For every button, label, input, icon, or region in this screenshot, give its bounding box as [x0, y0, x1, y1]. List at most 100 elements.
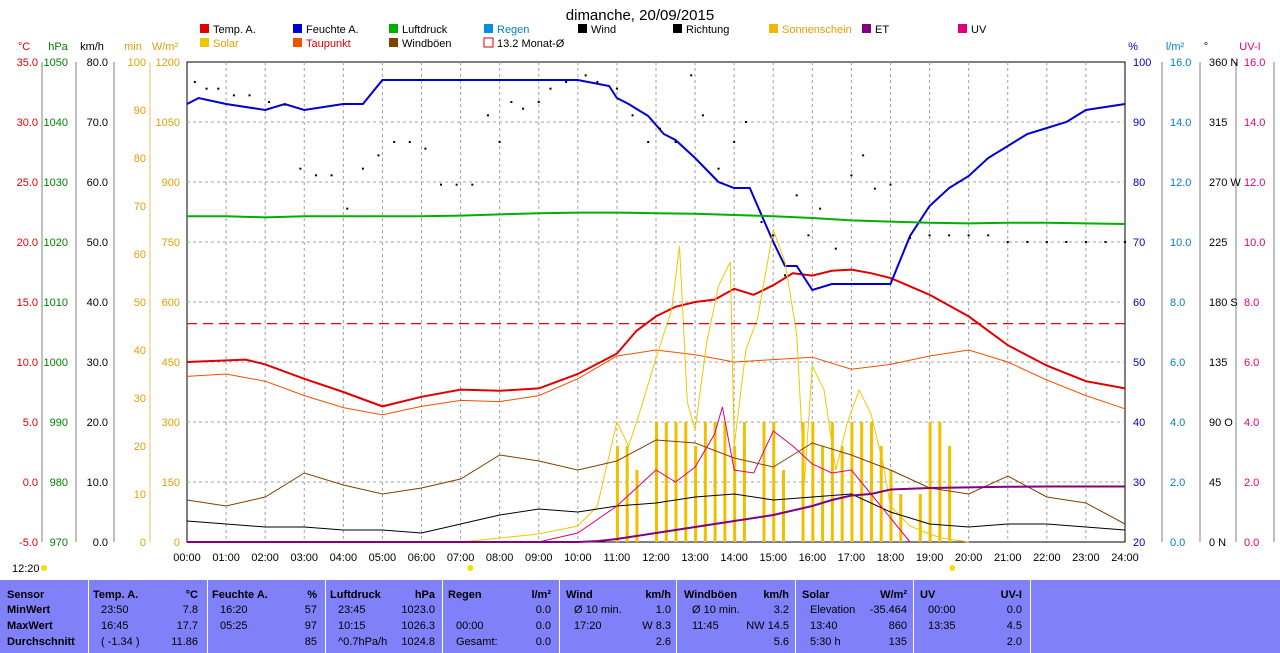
right-axis-tick: 70: [1133, 237, 1145, 249]
stat-row-label: Durchschnitt: [7, 636, 75, 648]
stat-separator: [795, 580, 796, 653]
legend-swatch: [200, 24, 209, 33]
legend-label: Sonnenschein: [782, 24, 852, 36]
left-axis-tick: 60.0: [87, 177, 108, 189]
right-axis-tick: 60: [1133, 297, 1145, 309]
x-tick-label: 23:00: [1072, 552, 1100, 564]
sunshine-bar: [938, 422, 942, 542]
series-line-luftdruck: [187, 211, 1126, 225]
left-axis-tick: 1040: [44, 117, 68, 129]
current-time-marker: [41, 565, 47, 571]
stat-header-unit: %: [307, 589, 317, 601]
left-axis-tick: 30: [134, 393, 146, 405]
sunshine-bar: [694, 446, 698, 542]
series-line-solar: [460, 228, 969, 543]
legend-swatch: [673, 24, 682, 33]
left-axis-tick: 0: [174, 537, 180, 549]
direction-dot: [1084, 241, 1087, 243]
sunshine-bar: [742, 422, 746, 542]
direction-dot: [967, 234, 970, 237]
x-tick-label: 08:00: [486, 552, 514, 564]
series-line-et: [187, 485, 1125, 543]
x-tick-label: 13:00: [681, 552, 709, 564]
left-axis-tick: 60: [134, 249, 146, 261]
left-axis-tick: 0.0: [93, 537, 108, 549]
left-axis-tick: 80: [134, 153, 146, 165]
sunshine-bar: [615, 446, 619, 542]
sunshine-bar: [821, 446, 825, 542]
direction-dot: [928, 234, 931, 237]
left-axis-tick: 1010: [44, 297, 68, 309]
left-axis-tick: 1020: [44, 237, 68, 249]
right-axis-tick: 6.0: [1244, 357, 1259, 369]
legend-swatch: [769, 24, 778, 33]
right-axis-tick: 2.0: [1170, 477, 1185, 489]
stat-header: Luftdruck: [330, 589, 381, 601]
current-time-label: 12:20: [12, 563, 40, 575]
right-axis-unit: l/m²: [1166, 41, 1185, 53]
x-tick-label: 17:00: [838, 552, 866, 564]
x-tick-label: 06:00: [408, 552, 436, 564]
stat-header: Windböen: [684, 589, 738, 601]
left-axis-tick: 40.0: [87, 297, 108, 309]
left-axis-tick: 1000: [44, 357, 68, 369]
legend-label: Luftdruck: [402, 24, 448, 36]
direction-dot: [248, 94, 251, 97]
direction-dot: [440, 183, 443, 186]
series-line-temp-a-: [186, 268, 1126, 408]
stat-value: 0.0: [535, 636, 551, 648]
stat-time: ^0.7hPa/h: [338, 636, 388, 648]
direction-dot: [217, 87, 220, 90]
legend-swatch: [200, 38, 209, 47]
right-axis-tick: 360 N: [1209, 57, 1238, 69]
right-axis-tick: 50: [1133, 357, 1145, 369]
direction-dot: [1124, 241, 1126, 243]
direction-dot: [717, 167, 720, 170]
direction-dot: [424, 147, 427, 150]
stat-value: 11.86: [171, 636, 198, 648]
direction-dot: [783, 274, 786, 277]
stat-value: 2.0: [1006, 636, 1022, 648]
left-axis-tick: 10.0: [17, 357, 38, 369]
right-axis-tick: 0.0: [1170, 537, 1185, 549]
left-axis-tick: 70: [134, 201, 146, 213]
x-tick-label: 19:00: [916, 552, 944, 564]
stat-value: 0.0: [1006, 604, 1022, 616]
stat-separator: [442, 580, 443, 653]
left-axis-tick: 15.0: [17, 297, 38, 309]
direction-dot: [584, 74, 587, 77]
stat-separator: [88, 580, 89, 653]
x-tick-label: 03:00: [290, 552, 318, 564]
direction-dot: [549, 87, 552, 90]
legend-swatch: [483, 37, 494, 48]
direction-dot: [498, 141, 501, 143]
series-line-feuchte-a-: [186, 79, 1126, 292]
sunshine-bar: [772, 422, 776, 542]
stat-time: 17:20: [574, 620, 602, 632]
sunshine-bar: [879, 446, 883, 542]
left-axis-tick: 35.0: [17, 57, 38, 69]
left-axis-tick: 0: [140, 537, 146, 549]
x-tick-label: 22:00: [1033, 552, 1061, 564]
stat-time: Gesamt:: [456, 636, 498, 648]
direction-dot: [377, 154, 380, 157]
x-tick-label: 07:00: [447, 552, 475, 564]
left-axis-tick: 30.0: [87, 357, 108, 369]
right-axis-tick: 8.0: [1244, 297, 1259, 309]
stat-value: 5.6: [773, 636, 789, 648]
stat-time: Elevation: [810, 604, 856, 616]
direction-dot: [690, 74, 693, 77]
series-line-wind: [186, 493, 1126, 534]
direction-dot: [330, 174, 333, 177]
direction-dot: [522, 107, 525, 110]
series-line-windb-en: [186, 439, 1126, 525]
direction-dot: [232, 94, 235, 97]
x-tick-label: 12:00: [642, 552, 670, 564]
sunshine-bar: [664, 422, 668, 542]
direction-dot: [733, 141, 736, 143]
direction-dot: [819, 207, 822, 210]
left-axis-tick: 980: [50, 477, 68, 489]
direction-dot: [615, 87, 618, 90]
sunshine-bar: [948, 446, 952, 542]
direction-dot: [471, 183, 474, 186]
